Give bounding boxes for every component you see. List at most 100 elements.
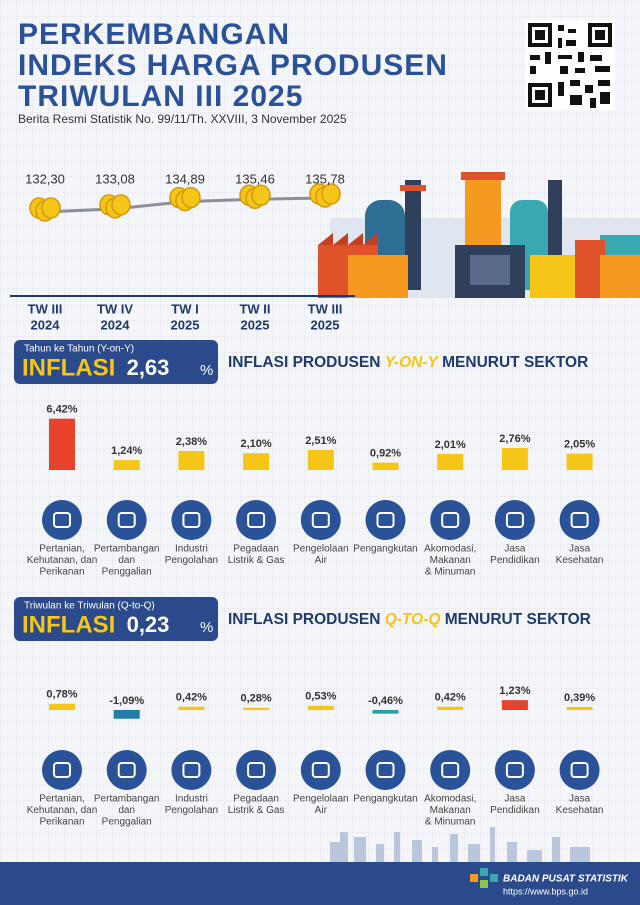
x-tick-label: TW III [28,301,63,316]
x-tick-label: TW I [171,301,198,316]
value-label: 0,42% [176,692,207,704]
bar [437,453,464,470]
x-tick-label: 2024 [31,317,61,332]
bar [437,706,464,710]
sector-icon [365,750,406,790]
sector-label: & Minuman [425,817,476,828]
section-heading: INFLASI PRODUSEN Y-ON-Y MENURUT SEKTOR [228,354,588,371]
headline-unit: % [200,362,213,379]
sector-icon-glyph [376,762,395,778]
headline-value: 2,63 [127,355,170,380]
sector-label: Perikanan [39,567,84,578]
sector-label: dan [118,805,135,816]
bar [49,703,75,710]
value-label: 0,92% [370,448,401,460]
sector-label: Air [315,555,328,566]
value-label: 0,28% [240,693,271,705]
value-label: -0,46% [368,695,403,707]
sector-label: Industri [175,794,208,805]
sector-icon-glyph [247,762,266,778]
x-tick-label: 2025 [241,317,270,332]
sector-icon [171,750,212,790]
sector-label: Kehutanan, dan [27,555,98,566]
value-label: 1,24% [111,445,142,457]
sector-icon-glyph [376,512,395,528]
sector-label: Pengelolaan [293,544,349,555]
sector-label: Jasa [504,544,526,555]
sector-label: Listrik & Gas [228,805,285,816]
banner [14,340,218,384]
bar [501,447,528,470]
value-label: 132,30 [25,171,65,186]
headline-value: 0,23 [127,612,170,637]
sector-label: Pegadaan [233,544,279,555]
banner-title: INFLASI [22,354,115,381]
sector-label: Penggalian [102,567,152,578]
value-label: 2,38% [176,436,207,448]
sector-label: Kesehatan [556,555,604,566]
sector-label: Pengelolaan [293,794,349,805]
sector-icon [365,500,406,540]
value-label: 0,53% [305,691,336,703]
sector-label: Kehutanan, dan [27,805,98,816]
sector-icon [494,500,535,540]
sector-icon-glyph [311,762,330,778]
sector-icon-glyph [247,512,266,528]
sector-icon-glyph [441,762,460,778]
heading-part: INFLASI PRODUSEN [228,354,385,371]
bar [566,453,593,470]
sector-icon [300,500,341,540]
value-label: 1,23% [499,685,530,697]
sector-icon [559,500,600,540]
sector-label: Jasa [569,544,591,555]
bar [243,707,270,710]
sector-label: Perikanan [39,817,84,828]
sector-icon [106,750,147,790]
value-label: 2,01% [435,439,466,451]
sector-label: Pertanian, [39,794,85,805]
coin [41,197,61,219]
value-label: 135,78 [305,171,345,186]
title-line: PERKEMBANGAN [18,18,290,51]
sector-label: Pertambangan [94,544,160,555]
sector-icon [42,500,82,540]
sector-label: Pertambangan [94,794,160,805]
banner-label: Triwulan ke Triwulan (Q-to-Q) [24,601,155,612]
heading-part: Y-ON-Y [385,354,440,371]
sector-label: & Minuman [425,567,476,578]
factory-illustration [318,172,640,298]
value-label: -1,09% [109,695,144,707]
sector-icon-glyph [441,512,460,528]
sector-label: Pengangkutan [353,794,418,805]
sector-label: Pengolahan [165,555,218,566]
value-label: 0,39% [564,692,595,704]
coin-stack [99,194,131,219]
value-label: 6,42% [46,404,77,416]
heading-part: INFLASI PRODUSEN [228,611,385,628]
sector-icon-glyph [182,762,201,778]
coin [111,194,131,216]
value-label: 2,51% [305,435,336,447]
sector-icon [430,500,471,540]
bar [178,706,205,710]
sector-label: Kesehatan [556,805,604,816]
sector-icon-glyph [117,512,136,528]
bar [113,710,140,719]
sector-icon-glyph [570,762,589,778]
value-label: 0,78% [46,689,77,701]
sector-label: Akomodasi, [424,794,476,805]
value-label: 134,89 [165,171,205,186]
sector-label: Pendidikan [490,555,539,566]
coin [181,186,201,209]
bar [49,418,75,470]
coin-stack [169,186,201,212]
sector-label: Penggalian [102,817,152,828]
sector-icon [494,750,535,790]
bar [566,706,593,710]
sector-icon [171,500,212,540]
sector-icon [300,750,341,790]
sector-label: Industri [175,544,208,555]
headline-unit: % [200,619,213,636]
